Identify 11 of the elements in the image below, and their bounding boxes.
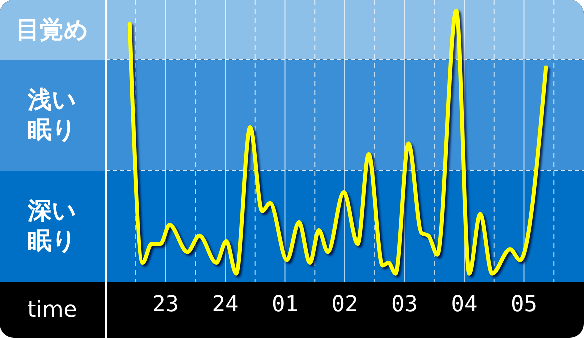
band-label: 目覚め <box>16 14 89 45</box>
band-label: 深い眠り <box>28 196 77 256</box>
band-label: 浅い眠り <box>28 85 77 146</box>
x-tick-label: 23 <box>152 292 179 318</box>
x-tick-label: 04 <box>451 292 478 318</box>
x-tick-label: 05 <box>511 292 538 318</box>
x-tick-label: 02 <box>332 292 358 318</box>
x-tick-label: 03 <box>392 292 418 318</box>
x-axis-title: time <box>26 296 78 324</box>
x-tick-label: 01 <box>272 292 298 318</box>
x-tick-label: 24 <box>212 292 239 318</box>
